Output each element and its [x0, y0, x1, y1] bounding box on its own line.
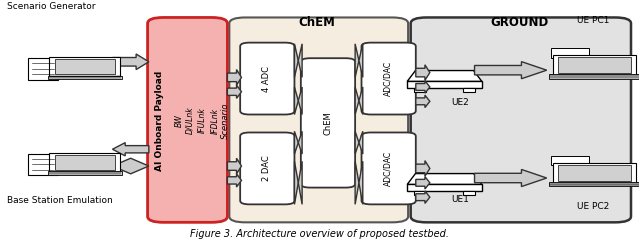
- Bar: [553, 163, 636, 183]
- Polygon shape: [113, 158, 149, 174]
- Text: UE PC2: UE PC2: [577, 202, 609, 211]
- Bar: [49, 57, 120, 76]
- Bar: [49, 153, 120, 172]
- Bar: [48, 171, 122, 175]
- Polygon shape: [416, 177, 430, 189]
- Text: 4 ADC: 4 ADC: [262, 66, 271, 92]
- Polygon shape: [355, 87, 359, 114]
- Polygon shape: [416, 161, 430, 176]
- Polygon shape: [227, 85, 241, 98]
- Polygon shape: [113, 143, 149, 156]
- Bar: [414, 88, 426, 92]
- Polygon shape: [227, 70, 241, 85]
- FancyBboxPatch shape: [362, 133, 416, 204]
- FancyBboxPatch shape: [240, 133, 294, 204]
- Text: ChEM: ChEM: [298, 16, 335, 29]
- Bar: [414, 191, 426, 195]
- Bar: [407, 184, 482, 191]
- Polygon shape: [113, 54, 149, 70]
- FancyBboxPatch shape: [301, 58, 355, 187]
- Text: Base Station Emulation: Base Station Emulation: [7, 196, 113, 205]
- Polygon shape: [294, 161, 298, 204]
- Text: IFDLnk: IFDLnk: [211, 107, 220, 134]
- Polygon shape: [298, 131, 302, 154]
- Text: ADC/DAC: ADC/DAC: [384, 61, 393, 96]
- Polygon shape: [298, 44, 302, 77]
- Polygon shape: [355, 161, 359, 204]
- Polygon shape: [227, 158, 241, 174]
- Bar: [551, 48, 589, 58]
- Polygon shape: [294, 87, 298, 114]
- Text: ChEM: ChEM: [323, 111, 332, 135]
- Text: AI Onboard Payload: AI Onboard Payload: [155, 70, 164, 171]
- Text: Scenario: Scenario: [221, 102, 230, 139]
- Text: 2 DAC: 2 DAC: [262, 155, 271, 181]
- Bar: [407, 81, 482, 88]
- Polygon shape: [474, 62, 547, 79]
- Polygon shape: [294, 44, 298, 77]
- Polygon shape: [474, 169, 547, 187]
- Polygon shape: [416, 81, 430, 93]
- FancyBboxPatch shape: [148, 17, 227, 222]
- Text: UE1: UE1: [452, 195, 469, 204]
- Polygon shape: [359, 161, 363, 204]
- Polygon shape: [416, 95, 430, 107]
- Bar: [55, 155, 115, 170]
- Text: UE2: UE2: [452, 98, 469, 107]
- Polygon shape: [294, 131, 298, 154]
- Text: D/ULnk: D/ULnk: [185, 107, 194, 134]
- Polygon shape: [407, 71, 482, 81]
- Polygon shape: [407, 174, 482, 184]
- Text: BW: BW: [175, 114, 184, 127]
- Bar: [55, 59, 115, 74]
- Polygon shape: [298, 161, 302, 204]
- Text: Scenario Generator: Scenario Generator: [7, 2, 95, 11]
- Bar: [558, 165, 631, 181]
- Bar: [549, 74, 640, 79]
- Polygon shape: [416, 65, 430, 80]
- Polygon shape: [359, 44, 363, 77]
- Text: IFULnk: IFULnk: [198, 108, 207, 133]
- Polygon shape: [355, 131, 359, 154]
- Polygon shape: [416, 191, 430, 203]
- Text: ADC/DAC: ADC/DAC: [384, 151, 393, 186]
- Text: GROUND: GROUND: [490, 16, 548, 29]
- FancyBboxPatch shape: [411, 17, 631, 222]
- Bar: [553, 55, 636, 75]
- Bar: [28, 58, 58, 80]
- Polygon shape: [355, 44, 359, 77]
- FancyBboxPatch shape: [229, 17, 408, 222]
- FancyBboxPatch shape: [362, 43, 416, 114]
- Text: UE PC1: UE PC1: [577, 16, 609, 25]
- Bar: [549, 182, 640, 186]
- Bar: [48, 75, 122, 79]
- Text: Figure 3. Architecture overview of proposed testbed.: Figure 3. Architecture overview of propo…: [191, 229, 449, 239]
- Bar: [28, 154, 58, 175]
- Polygon shape: [359, 131, 363, 154]
- Bar: [463, 88, 476, 92]
- Polygon shape: [298, 87, 302, 114]
- Polygon shape: [359, 87, 363, 114]
- FancyBboxPatch shape: [240, 43, 294, 114]
- Polygon shape: [227, 174, 241, 187]
- Bar: [463, 191, 476, 195]
- Bar: [551, 156, 589, 166]
- Bar: [558, 57, 631, 73]
